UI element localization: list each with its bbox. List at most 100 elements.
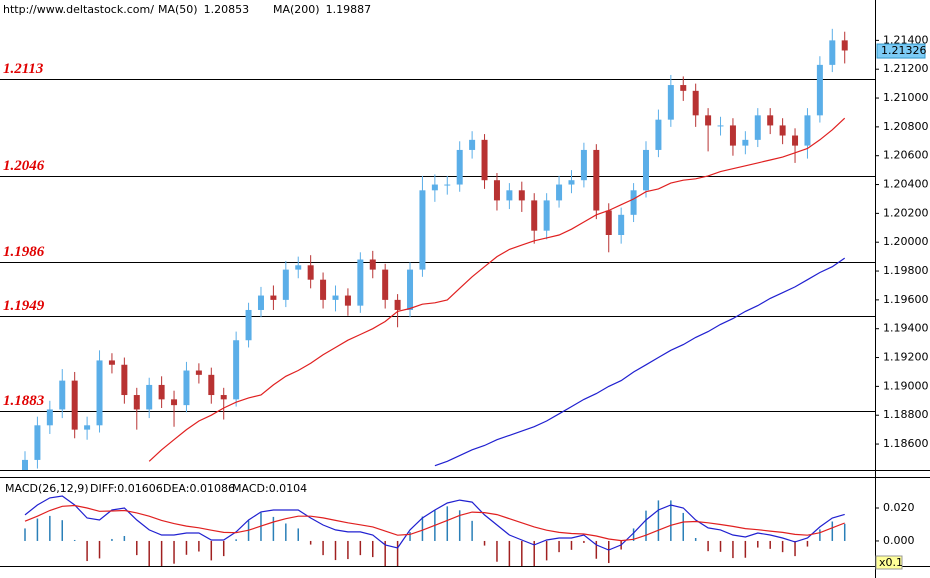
candle-body xyxy=(580,149,587,181)
y-tick-label: 1.21200 xyxy=(883,62,929,75)
macd-panel xyxy=(24,495,846,566)
candle-body xyxy=(543,200,550,231)
level-label: 1.1949 xyxy=(3,298,45,314)
scale-box xyxy=(875,555,903,570)
candle-body xyxy=(444,184,451,186)
labels: 1.18600 1.18800 1.19000 1.19200 1.19400 1.196… xyxy=(3,3,929,570)
candle-body xyxy=(767,115,774,126)
candle-body xyxy=(729,125,736,146)
macd-title: MACD(26,12,9) xyxy=(5,482,89,495)
y-tick-label: 0.020 xyxy=(883,501,915,514)
candle-body xyxy=(270,295,277,300)
candle-body xyxy=(667,85,674,120)
candle-body xyxy=(643,149,649,191)
candle-body xyxy=(568,180,575,185)
candle-body xyxy=(680,85,687,91)
candle-body xyxy=(96,360,103,426)
candle-body xyxy=(456,149,463,185)
candle-body xyxy=(171,399,178,406)
candle-body xyxy=(59,380,66,410)
candle-body xyxy=(481,139,488,181)
candle-body xyxy=(556,184,563,201)
candle-body xyxy=(158,384,165,400)
source-url: http://www.deltastock.com/ xyxy=(3,3,154,16)
candle-body xyxy=(518,190,525,201)
level-label: 1.2046 xyxy=(3,158,45,174)
legend-label: DIFF: xyxy=(90,482,117,495)
candle-body xyxy=(108,360,115,365)
candle-body xyxy=(233,340,240,400)
candle-body xyxy=(332,295,339,300)
candle-body xyxy=(804,115,811,146)
scale-label: x0.1 xyxy=(879,556,903,569)
y-tick-label: 0.000 xyxy=(883,534,915,547)
candle-body xyxy=(630,190,637,215)
candle-body xyxy=(717,125,724,127)
candle-body xyxy=(183,370,190,406)
candle-body xyxy=(618,214,625,235)
candle-body xyxy=(829,40,836,65)
candle-body xyxy=(407,269,414,310)
legend-value: 1.19887 xyxy=(326,3,372,16)
candle-body xyxy=(220,395,227,400)
y-tick-label: 1.20400 xyxy=(883,178,929,191)
candle-body xyxy=(692,90,699,116)
y-tick-label: 1.20800 xyxy=(883,120,929,133)
y-tick-label: 1.19800 xyxy=(883,264,929,277)
candle-body xyxy=(382,269,389,300)
candle-body xyxy=(394,299,401,310)
candle-body xyxy=(257,295,264,310)
candle-body xyxy=(344,295,351,306)
candle-body xyxy=(593,149,600,211)
candle-body xyxy=(816,64,823,116)
candle-body xyxy=(208,374,215,396)
candle-body xyxy=(46,409,53,426)
moving-average xyxy=(148,117,846,462)
legend-value: 0.01606 xyxy=(117,482,163,495)
price-panel xyxy=(0,28,875,470)
level-label: 1.1883 xyxy=(3,393,45,409)
candle-body xyxy=(357,259,364,306)
level-label: 1.2113 xyxy=(3,61,44,77)
candle-body xyxy=(431,184,438,191)
macd-line xyxy=(24,504,845,542)
y-tick-label: 1.19000 xyxy=(883,379,929,392)
candle-body xyxy=(493,180,500,201)
candle-body xyxy=(705,115,712,126)
y-tick-label: 1.20000 xyxy=(883,235,929,248)
candle-body xyxy=(841,40,848,51)
candle-body xyxy=(655,119,662,150)
candle-body xyxy=(754,115,761,140)
candle-body xyxy=(121,364,128,396)
y-tick-label: 1.19200 xyxy=(883,351,929,364)
candle-body xyxy=(419,190,426,270)
legend-value: 1.20853 xyxy=(204,3,250,16)
candle-body xyxy=(779,125,786,136)
legend-label: MA(200) xyxy=(273,3,320,16)
y-tick-label: 1.21000 xyxy=(883,91,929,104)
candle-body xyxy=(84,425,91,430)
candle-body xyxy=(146,384,153,410)
candle-body xyxy=(605,210,612,235)
legend-value: 0.0104 xyxy=(269,482,308,495)
candle-body xyxy=(195,370,202,375)
candle-body xyxy=(133,395,140,410)
legend-label: MACD: xyxy=(232,482,269,495)
moving-average xyxy=(434,257,846,467)
y-tick-label: 1.20200 xyxy=(883,206,929,219)
candle-body xyxy=(307,265,314,280)
candle-body xyxy=(742,139,749,146)
y-tick-label: 1.21400 xyxy=(883,33,929,46)
y-tick-label: 1.19400 xyxy=(883,322,929,335)
candle-body xyxy=(245,309,252,341)
candle-body xyxy=(282,269,289,300)
candle-body xyxy=(506,190,513,201)
y-tick-label: 1.18800 xyxy=(883,408,929,421)
price-tag-label: 1.21326 xyxy=(881,44,927,57)
candle-body xyxy=(469,139,476,150)
legend-label: DEA: xyxy=(163,482,189,495)
y-tick-label: 1.20600 xyxy=(883,149,929,162)
y-tick-label: 1.19600 xyxy=(883,293,929,306)
